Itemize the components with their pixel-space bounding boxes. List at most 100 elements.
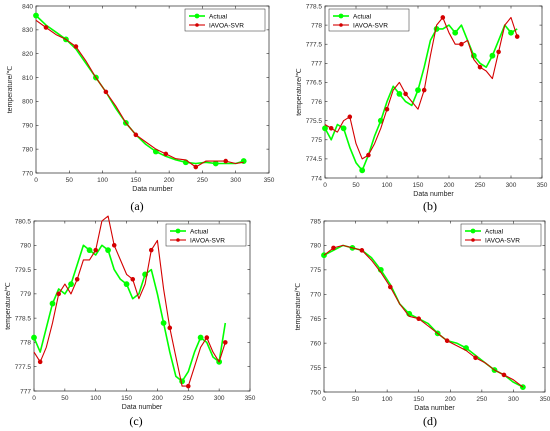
x-tick-label: 50 (61, 395, 69, 402)
data-point-actual (160, 320, 167, 326)
plot-area (33, 220, 251, 392)
data-point-actual (123, 281, 130, 288)
data-point-iavoa-svr (328, 126, 334, 131)
y-tick-label: 780 (310, 243, 321, 250)
data-point-iavoa-svr (223, 158, 229, 164)
x-tick-label: 250 (183, 395, 194, 402)
y-tick-label: 840 (22, 3, 33, 10)
data-point-iavoa-svr (331, 245, 336, 251)
data-point-iavoa-svr (204, 335, 210, 340)
x-tick-label: 300 (508, 396, 519, 403)
y-tick-label: 785 (310, 218, 321, 225)
x-tick-label: 350 (540, 396, 550, 403)
y-tick-label: 830 (22, 27, 33, 34)
y-axis-title: temperature/℃ (5, 282, 12, 330)
legend-label: IAVOA-SVR (209, 22, 244, 29)
data-point-iavoa-svr (223, 340, 228, 345)
y-tick-label: 776 (311, 99, 322, 106)
x-axis-title: Data number (122, 404, 163, 411)
legend-marker (195, 23, 199, 27)
x-tick-label: 50 (352, 396, 360, 403)
y-axis-title: temperature/℃ (295, 283, 302, 331)
data-point-actual (489, 52, 496, 59)
y-tick-label: 776.5 (306, 80, 323, 87)
x-tick-label: 350 (537, 182, 548, 189)
series-line-iavoa-svr (33, 215, 226, 387)
data-point-iavoa-svr (440, 15, 446, 20)
legend-label: Actual (353, 13, 372, 20)
x-tick-label: 300 (506, 182, 517, 189)
data-point-iavoa-svr (444, 338, 450, 344)
series-line-iavoa-svr (324, 16, 518, 160)
y-tick-label: 820 (22, 51, 33, 58)
y-tick-label: 777 (20, 388, 31, 395)
y-tick-label: 779.5 (15, 267, 32, 274)
panel-label: (a) (130, 199, 143, 213)
x-tick-label: 150 (413, 182, 424, 189)
y-tick-label: 777.5 (306, 42, 323, 49)
plot-area (35, 5, 270, 174)
data-point-iavoa-svr (473, 355, 478, 361)
data-point-iavoa-svr (193, 164, 199, 170)
y-tick-label: 780 (20, 243, 31, 250)
data-point-actual (359, 167, 366, 174)
y-tick-label: 775 (310, 267, 321, 274)
data-point-iavoa-svr (111, 242, 117, 248)
x-tick-label: 200 (444, 182, 455, 189)
x-tick-label: 100 (90, 395, 101, 402)
series-line-actual (35, 14, 244, 165)
x-tick-label: 0 (32, 395, 36, 402)
y-tick-label: 775 (311, 137, 322, 144)
y-tick-label: 810 (22, 75, 33, 82)
y-tick-label: 755 (310, 365, 321, 372)
y-tick-label: 750 (310, 389, 321, 396)
data-point-actual (49, 300, 56, 307)
x-tick-label: 0 (322, 396, 326, 403)
y-tick-label: 780 (22, 146, 33, 153)
y-tick-label: 778 (20, 340, 31, 347)
data-point-iavoa-svr (477, 64, 483, 70)
x-tick-label: 300 (214, 395, 225, 402)
x-tick-label: 150 (413, 396, 424, 403)
panel-label: (b) (423, 199, 437, 213)
data-point-iavoa-svr (93, 247, 99, 253)
data-point-iavoa-svr (459, 41, 464, 47)
x-tick-label: 100 (382, 396, 393, 403)
x-tick-label: 250 (475, 182, 486, 189)
x-tick-label: 200 (164, 177, 175, 184)
data-point-iavoa-svr (163, 151, 169, 157)
data-point-iavoa-svr (185, 383, 191, 389)
x-tick-label: 0 (323, 182, 327, 189)
y-tick-label: 765 (310, 316, 321, 323)
data-point-iavoa-svr (359, 248, 365, 253)
data-point-iavoa-svr (133, 132, 139, 138)
y-tick-label: 800 (22, 99, 33, 106)
legend-marker (194, 13, 200, 19)
y-tick-label: 770 (310, 292, 321, 299)
data-point-actual (197, 334, 204, 341)
legend-label: IAVOA-SVR (190, 237, 225, 244)
series-line-iavoa-svr (35, 19, 244, 168)
data-point-actual (212, 160, 219, 167)
data-point-actual (452, 29, 459, 36)
data-point-actual (86, 247, 93, 254)
y-tick-label: 778 (311, 22, 322, 29)
x-tick-label: 350 (245, 395, 256, 402)
panel-label: (d) (423, 414, 437, 428)
series-line-iavoa-svr (323, 244, 524, 388)
x-tick-label: 50 (352, 182, 360, 189)
y-tick-label: 775.5 (306, 118, 323, 125)
data-point-iavoa-svr (421, 87, 427, 93)
data-point-iavoa-svr (167, 325, 173, 331)
chart-panel-4: 0 50 100 150 200 250 300 350 750 755 760 765 770 775 7… (295, 218, 550, 428)
data-point-iavoa-svr (56, 291, 61, 297)
data-point-actual (396, 91, 403, 97)
y-axis-title: temperature/℃ (7, 66, 14, 114)
x-tick-label: 350 (264, 177, 275, 184)
legend-marker (338, 13, 344, 19)
y-axis-title: temperature/℃ (296, 68, 303, 116)
x-tick-label: 50 (66, 177, 74, 184)
data-point-iavoa-svr (366, 152, 371, 158)
x-axis-title: Data number (413, 191, 454, 198)
